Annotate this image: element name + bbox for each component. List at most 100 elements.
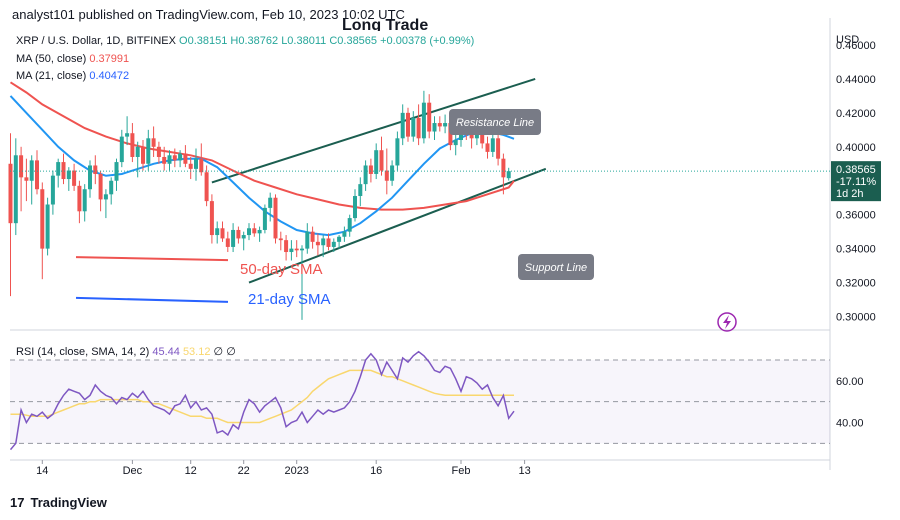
candle-down-body xyxy=(61,162,66,180)
candle-up-body xyxy=(490,138,495,152)
candle-up-body xyxy=(135,146,140,157)
candle-down-body xyxy=(72,170,77,186)
candle-down-body xyxy=(209,201,214,236)
candle-up-body xyxy=(353,196,357,219)
ma50-legend[interactable]: MA (50, close) 0.37991 xyxy=(16,53,129,65)
publish-header: analyst101 published on TradingView.com,… xyxy=(12,7,405,22)
resistance-callout-box xyxy=(449,109,541,135)
candle-down-body xyxy=(384,170,389,181)
ma21-legend[interactable]: MA (21, close) 0.40472 xyxy=(16,70,129,82)
candle-up-body xyxy=(358,184,363,197)
tradingview-footer[interactable]: 17 TradingView xyxy=(10,495,107,510)
candle-up-body xyxy=(268,197,273,208)
candle-up-body xyxy=(146,138,151,164)
rsi-tick-label: 60.00 xyxy=(836,376,864,388)
candle-down-body xyxy=(326,238,331,247)
time-tick-label: 12 xyxy=(185,465,197,477)
candle-up-body xyxy=(119,136,124,163)
price-tick-label: 0.30000 xyxy=(836,312,876,324)
candle-up-body xyxy=(125,133,130,137)
ma21-label: MA (21, close) xyxy=(16,70,87,82)
long-trade-banner: Long Trade xyxy=(342,17,429,31)
change-value: +0.00378 (+0.99%) xyxy=(380,35,475,47)
candle-down-body xyxy=(98,173,103,200)
rsi-sma-value: 53.12 xyxy=(182,346,211,358)
support-callout-box xyxy=(518,254,594,280)
candle-down-body xyxy=(77,185,82,212)
candle-up-body xyxy=(247,228,251,236)
candle-up-body xyxy=(443,123,448,127)
candle-down-body xyxy=(310,231,315,242)
symbol-ohlc-line: XRP / U.S. Dollar, 1D, BITFINEX O0.38151… xyxy=(16,35,474,47)
sma50-annotation: 50-day SMA xyxy=(240,261,323,278)
candle-up-body xyxy=(289,248,294,253)
price-badge xyxy=(831,161,881,202)
candle-up-body xyxy=(432,123,437,132)
candle-down-body xyxy=(220,228,225,239)
candle-down-body xyxy=(252,228,257,234)
candle-up-body xyxy=(215,228,220,236)
candle-up-body xyxy=(321,238,326,246)
candle-up-body xyxy=(56,162,61,176)
candle-down-body xyxy=(172,155,177,161)
ma50-label: MA (50, close) xyxy=(16,53,87,65)
candle-down-body xyxy=(183,153,188,164)
candle-up-body xyxy=(305,231,310,249)
candle-down-body xyxy=(416,117,421,139)
candle-down-body xyxy=(379,150,384,171)
rsi-value: 45.44 xyxy=(152,346,180,358)
open-value: O0.38151 xyxy=(179,35,228,47)
candle-down-body xyxy=(236,229,241,239)
price-tick-label: 0.40000 xyxy=(836,142,876,154)
candle-up-body xyxy=(331,241,336,247)
candle-up-body xyxy=(88,165,92,190)
candle-down-body xyxy=(294,248,299,251)
rsi-tick-label: 40.00 xyxy=(836,418,864,430)
candle-down-body xyxy=(40,189,45,249)
candle-up-body xyxy=(231,229,236,247)
candle-down-body xyxy=(151,138,156,147)
candle-up-body xyxy=(400,112,405,139)
resistance-callout-text: Resistance Line xyxy=(456,117,534,129)
candle-up-body xyxy=(29,160,34,181)
candle-up-body xyxy=(337,236,342,242)
candle-down-body xyxy=(501,158,506,178)
price-tick-label: 0.44000 xyxy=(836,74,876,86)
candle-up-body xyxy=(390,165,395,181)
candle-up-body xyxy=(82,189,87,212)
candle-up-body xyxy=(13,155,18,224)
support-line xyxy=(248,167,547,284)
candle-down-body xyxy=(156,146,161,157)
candle-up-body xyxy=(50,175,55,205)
candle-down-body xyxy=(8,163,13,224)
price-tick-label: 0.42000 xyxy=(836,108,876,120)
rsi-empty-2: ∅ xyxy=(226,346,236,358)
candle-up-body xyxy=(347,218,352,232)
lightning-icon xyxy=(717,312,737,332)
candle-up-body xyxy=(178,153,183,161)
rsi-line xyxy=(9,350,515,451)
candle-up-body xyxy=(421,102,426,139)
candle-up-body xyxy=(395,138,400,166)
candle-down-body xyxy=(406,112,410,137)
candle-up-body xyxy=(194,158,198,169)
rsi-empty-1: ∅ xyxy=(213,346,224,358)
candle-down-body xyxy=(35,160,39,190)
candle-up-body xyxy=(167,155,172,164)
candle-up-body xyxy=(241,235,246,239)
candle-up-body xyxy=(66,170,71,180)
symbol-label[interactable]: XRP / U.S. Dollar, 1D, BITFINEX xyxy=(16,35,176,47)
candle-down-body xyxy=(315,241,320,246)
rsi-legend[interactable]: RSI (14, close, SMA, 14, 2) 45.44 53.12 … xyxy=(16,345,236,358)
candle-down-body xyxy=(24,177,29,181)
candle-down-body xyxy=(188,163,193,169)
candle-up-body xyxy=(411,117,416,137)
ma21-value: 0.40472 xyxy=(89,70,130,82)
time-tick-label: 2023 xyxy=(284,465,308,477)
candle-up-body xyxy=(342,231,347,237)
sma50-legend-line xyxy=(75,256,229,262)
price-tick-label: 0.36000 xyxy=(836,210,876,222)
sma21-legend-line xyxy=(75,296,229,303)
candle-up-body xyxy=(103,194,108,200)
